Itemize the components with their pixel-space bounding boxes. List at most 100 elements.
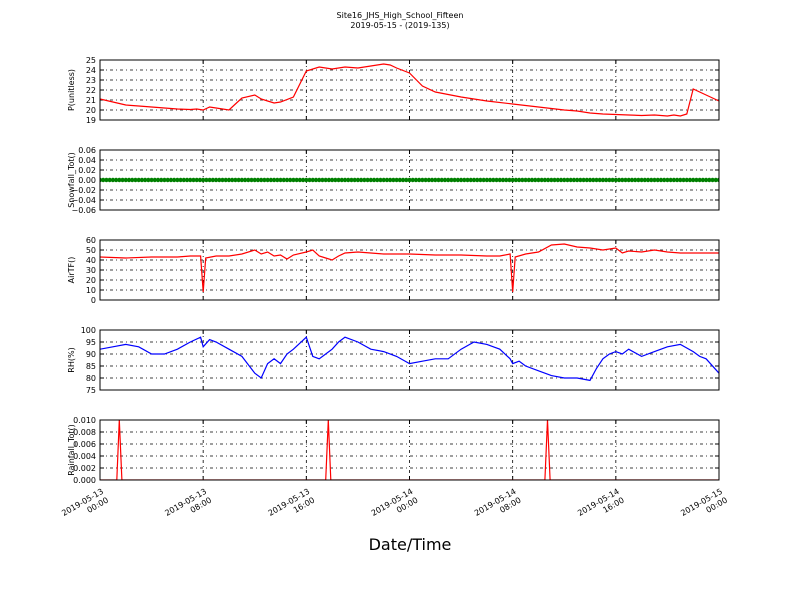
y-tick-label: 40	[86, 256, 96, 265]
y-tick-label: 85	[86, 362, 96, 371]
data-point	[407, 177, 412, 183]
data-point	[358, 177, 364, 183]
data-point	[616, 177, 622, 183]
y-tick-label: 95	[86, 338, 96, 347]
data-point	[194, 177, 199, 183]
data-point	[549, 177, 554, 183]
data-point	[136, 177, 141, 183]
data-point	[133, 177, 138, 183]
data-point	[581, 177, 586, 183]
data-point	[162, 177, 167, 183]
data-point	[297, 177, 303, 183]
data-point	[268, 177, 274, 183]
panels: 19202122232425P(unitless)−0.06−0.04−0.02…	[67, 56, 720, 485]
axes-frame	[99, 239, 720, 301]
data-point	[320, 177, 325, 183]
data-point	[552, 177, 557, 183]
data-point	[571, 177, 577, 183]
data-point	[387, 177, 393, 183]
data-point	[416, 177, 422, 183]
data-point	[110, 177, 116, 183]
y-axis-label: P(unitless)	[67, 69, 76, 111]
data-point	[449, 177, 454, 183]
data-point	[713, 177, 718, 183]
data-point	[645, 177, 651, 183]
axes-frame	[99, 149, 720, 211]
data-point	[562, 177, 567, 183]
axes-frame	[99, 329, 720, 391]
data-point	[636, 177, 641, 183]
data-point	[471, 177, 477, 183]
data-point	[668, 177, 673, 183]
data-point	[584, 177, 590, 183]
panel-2: −0.06−0.04−0.020.000.020.040.06Snowfall_…	[67, 146, 720, 215]
data-point	[291, 177, 296, 183]
data-point	[587, 177, 593, 183]
panel-5: 0.000 0.002 0.004 0.006 0.008 0.010Rainfall_T…	[67, 416, 720, 485]
data-point	[484, 177, 490, 183]
data-point	[445, 177, 451, 183]
data-point	[542, 177, 548, 183]
data-point	[529, 177, 535, 183]
data-point	[155, 177, 161, 183]
plot-area	[100, 177, 719, 183]
figure-subtitle: 2019-05-15 - (2019-135)	[350, 21, 449, 30]
y-tick-label: 21	[86, 96, 96, 105]
data-point	[687, 177, 693, 183]
data-point	[536, 177, 541, 183]
data-point	[420, 177, 425, 183]
data-point	[101, 177, 106, 183]
data-point	[458, 177, 464, 183]
data-point	[342, 177, 348, 183]
y-tick-label: −0.02	[71, 186, 96, 195]
data-point	[539, 177, 544, 183]
data-point	[491, 177, 496, 183]
data-point	[188, 177, 193, 183]
y-tick-label: 22	[86, 86, 96, 95]
data-point	[555, 177, 561, 183]
y-tick-label: 20	[86, 276, 96, 285]
y-tick-label: 25	[86, 56, 96, 65]
data-point	[310, 177, 315, 183]
plot-area	[100, 63, 719, 117]
data-point	[204, 177, 209, 183]
data-point	[233, 177, 238, 183]
data-point	[655, 177, 660, 183]
data-point	[152, 177, 158, 183]
series-line	[100, 63, 719, 117]
data-point	[716, 177, 719, 183]
data-point	[520, 177, 525, 183]
data-point	[217, 177, 222, 183]
data-point	[475, 177, 480, 183]
data-point	[533, 177, 538, 183]
y-tick-label: −0.04	[71, 196, 96, 205]
data-point	[626, 177, 631, 183]
data-point	[500, 177, 506, 183]
y-tick-label: 100	[81, 326, 96, 335]
y-tick-label: 0.04	[78, 156, 96, 165]
data-point	[130, 177, 135, 183]
data-point	[242, 177, 248, 183]
data-point	[168, 177, 174, 183]
data-point	[139, 177, 145, 183]
data-point	[197, 177, 203, 183]
data-point	[323, 177, 328, 183]
axes-frame	[99, 419, 720, 481]
data-point	[229, 177, 235, 183]
data-point	[104, 177, 109, 183]
series-line	[100, 420, 719, 480]
data-point	[558, 177, 564, 183]
data-point	[329, 177, 335, 183]
data-point	[697, 177, 702, 183]
data-point	[317, 177, 322, 183]
data-point	[603, 177, 609, 183]
data-point	[391, 177, 396, 183]
data-point	[239, 177, 245, 183]
data-point	[710, 177, 715, 183]
